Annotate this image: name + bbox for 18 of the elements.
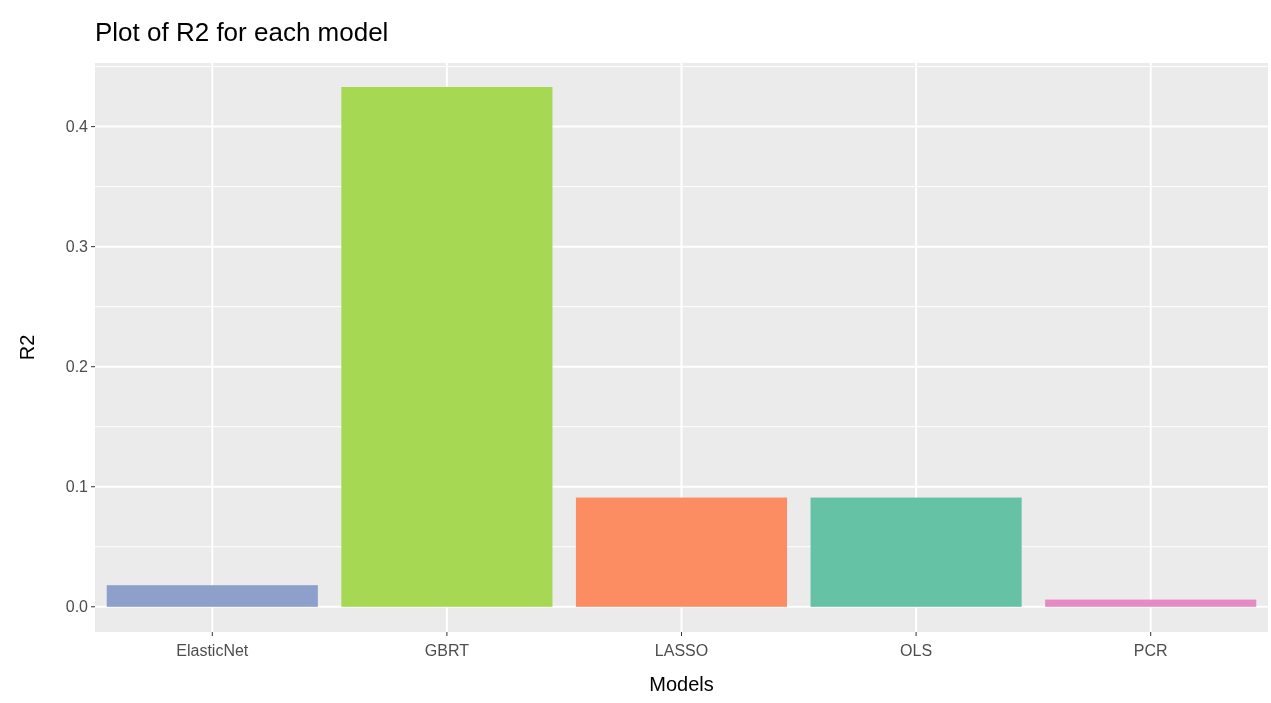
bar [1045, 599, 1257, 607]
bar [106, 585, 318, 607]
x-tick-label: GBRT [424, 642, 470, 659]
x-axis-title: Models [649, 673, 714, 695]
x-tick-label: OLS [900, 642, 933, 659]
x-tick-label: ElasticNet [176, 642, 249, 659]
bar [575, 497, 788, 607]
bar [341, 87, 553, 607]
y-axis-title: R2 [16, 334, 38, 361]
y-tick-label: 0.2 [65, 358, 89, 376]
y-tick-label: 0.3 [65, 238, 89, 256]
y-tick-label: 0.4 [65, 118, 89, 136]
bar [810, 497, 1022, 607]
x-tick-label: LASSO [654, 642, 709, 659]
x-tick-label: PCR [1133, 642, 1168, 659]
y-tick-label: 0.0 [65, 598, 89, 616]
y-tick-label: 0.1 [65, 478, 89, 496]
chart-title: Plot of R2 for each model [95, 17, 389, 47]
